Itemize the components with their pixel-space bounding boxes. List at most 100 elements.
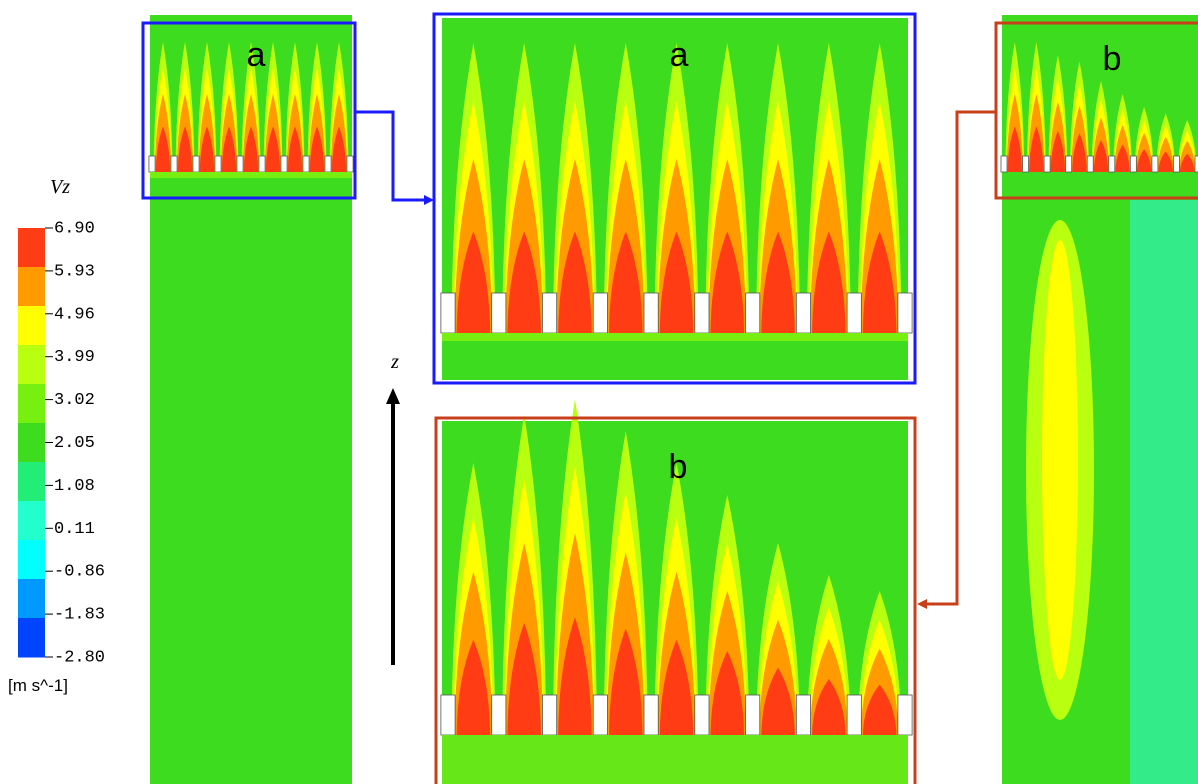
legend-swatch (18, 423, 45, 463)
flame (221, 126, 237, 172)
legend-label: 3.02 (54, 391, 95, 410)
contour-layers (148, 15, 1198, 784)
flame (1180, 153, 1195, 172)
connector-a-head (424, 195, 434, 205)
flame (1093, 140, 1109, 172)
legend-label: 3.99 (54, 348, 95, 367)
panel-label: a (247, 36, 266, 74)
domain-teal (1130, 200, 1198, 784)
flame (812, 679, 846, 735)
flame (608, 628, 643, 735)
connector-b-head (917, 599, 927, 609)
flame (608, 231, 643, 333)
slot (1151, 155, 1159, 173)
slot (694, 694, 710, 736)
slot (1022, 155, 1029, 173)
flame (1158, 151, 1173, 172)
legend-swatch (18, 345, 45, 385)
panel-label: b (669, 448, 688, 486)
legend-swatch (18, 540, 45, 580)
slot (491, 292, 507, 334)
legend-label: -1.83 (54, 606, 105, 625)
slot (1108, 155, 1116, 173)
flame (1007, 126, 1022, 172)
slot (542, 694, 558, 736)
slot (1043, 155, 1051, 173)
connector-b (926, 110, 996, 606)
slot (440, 694, 456, 736)
flame (243, 126, 259, 172)
flame (177, 126, 193, 172)
legend-label: 2.05 (54, 434, 95, 453)
legend-label: -0.86 (54, 563, 105, 582)
slot (795, 292, 811, 334)
legend-swatch (18, 306, 45, 346)
flame (862, 684, 897, 735)
domain-lower (442, 735, 908, 784)
flame (1115, 144, 1130, 172)
slot (745, 292, 761, 334)
legend-swatch (18, 228, 45, 268)
flame (1029, 126, 1044, 172)
slot (592, 292, 608, 334)
legend-swatch (18, 579, 45, 619)
legend-label: 0.11 (54, 520, 95, 539)
slot (214, 155, 222, 173)
flame (456, 639, 491, 735)
slot (192, 155, 200, 173)
streak (1042, 240, 1078, 680)
panel-label: b (1103, 40, 1122, 78)
legend-label: -2.80 (54, 648, 105, 667)
legend-label: 4.96 (54, 305, 95, 324)
flame (761, 667, 795, 735)
slot (745, 694, 761, 736)
legend: 6.90 5.93 4.96 3.99 3.02 2.05 1.08 0.11 -0.86 -1.… (18, 219, 105, 667)
legend-swatch (18, 618, 45, 658)
flame (309, 126, 325, 172)
legend-swatch (18, 501, 45, 541)
slot (846, 292, 862, 334)
flame (558, 617, 592, 735)
slot (324, 155, 332, 173)
legend-swatch (18, 384, 45, 424)
legend-swatch (18, 462, 45, 502)
slot (1173, 155, 1180, 173)
flame (1136, 149, 1152, 172)
flame (199, 126, 215, 172)
legend-label: 5.93 (54, 262, 95, 281)
slot (643, 292, 659, 334)
flame (659, 639, 694, 735)
legend-unit: [m s^-1] (8, 676, 68, 695)
legend-label: 6.90 (54, 219, 95, 238)
flame (558, 231, 592, 333)
slot (694, 292, 710, 334)
slot (258, 155, 266, 173)
flame (331, 126, 347, 172)
legend-title: Vz (50, 176, 70, 198)
slot (846, 694, 862, 736)
flame (659, 231, 694, 333)
slot (1129, 155, 1137, 173)
flame (761, 231, 795, 333)
z-axis-label: z (390, 351, 399, 373)
slot (795, 694, 811, 736)
slot (1086, 155, 1094, 173)
flame (507, 231, 541, 333)
slot (440, 292, 456, 334)
legend-label: 1.08 (54, 477, 95, 496)
slot (280, 155, 288, 173)
slot (1065, 155, 1073, 173)
slot (1000, 155, 1008, 173)
legend-swatch (18, 267, 45, 307)
flame (812, 231, 846, 333)
slot (491, 694, 507, 736)
slot (643, 694, 659, 736)
domain-lower (442, 333, 908, 341)
zoom-panel-b-frame (434, 416, 917, 784)
slot (236, 155, 244, 173)
slot (592, 694, 608, 736)
connector-a (355, 110, 426, 202)
slot (302, 155, 310, 173)
slot (170, 155, 178, 173)
